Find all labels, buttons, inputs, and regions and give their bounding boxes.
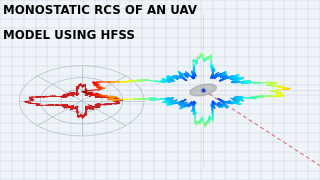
Text: MODEL USING HFSS: MODEL USING HFSS — [3, 29, 135, 42]
Ellipse shape — [190, 84, 216, 96]
Text: MONOSTATIC RCS OF AN UAV: MONOSTATIC RCS OF AN UAV — [3, 4, 197, 17]
